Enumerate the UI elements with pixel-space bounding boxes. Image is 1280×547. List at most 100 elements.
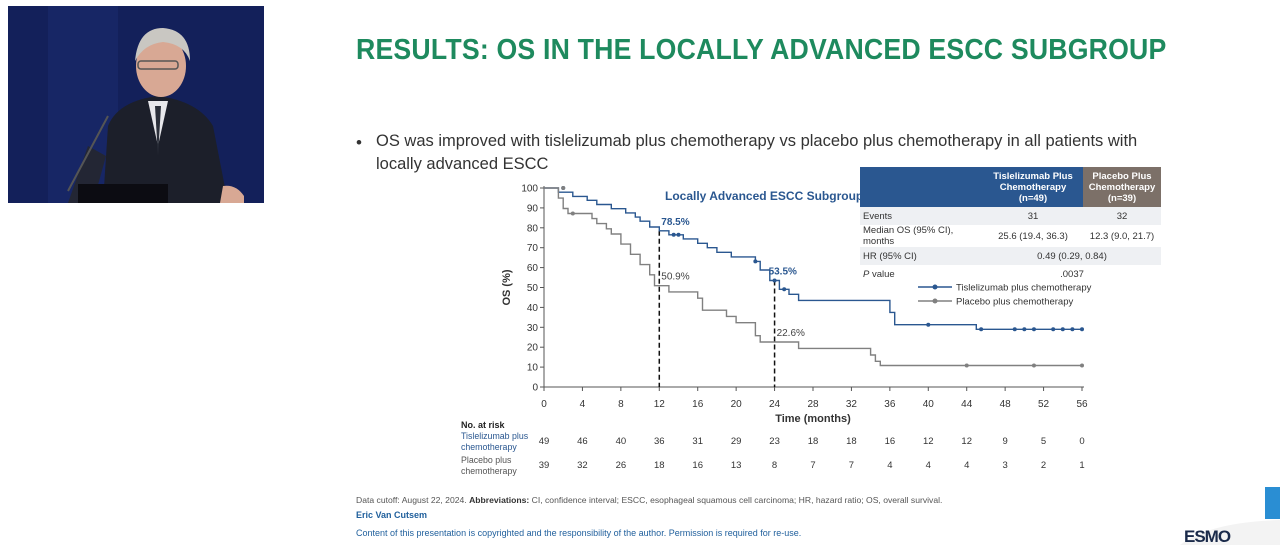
bullet-marker: • [356, 133, 362, 152]
x-tick-label: 44 [961, 399, 973, 410]
y-tick-label: 50 [527, 283, 539, 294]
x-tick-label: 4 [580, 399, 586, 410]
censor-mark [1012, 327, 1017, 332]
at-risk-count: 13 [731, 460, 742, 471]
at-risk-count: 18 [654, 460, 665, 471]
x-tick-label: 48 [1000, 399, 1012, 410]
speaker-video [8, 6, 264, 203]
header-line: (n=49) [1018, 192, 1048, 204]
x-tick-label: 56 [1076, 399, 1088, 410]
at-risk-count: 1 [1079, 460, 1084, 471]
at-risk-count: 16 [692, 460, 703, 471]
table-row: P value .0037 [860, 265, 1161, 283]
footnote: Data cutoff: August 22, 2024. Abbreviati… [356, 495, 942, 505]
x-tick-label: 36 [884, 399, 896, 410]
legend-label: Tislelizumab plus chemotherapy [956, 283, 1092, 294]
tislelizumab-curve [544, 187, 1082, 330]
slide-title: RESULTS: OS IN THE LOCALLY ADVANCED ESCC… [356, 34, 1167, 66]
censor-mark [1060, 327, 1065, 332]
copyright-notice: Content of this presentation is copyrigh… [356, 528, 802, 538]
censor-mark [753, 259, 758, 264]
table-header-row: Tislelizumab Plus Chemotherapy (n=49) Pl… [860, 167, 1161, 207]
censor-mark [772, 278, 777, 283]
censor-mark [926, 322, 931, 327]
censor-mark [1022, 327, 1027, 332]
at-risk-count: 5 [1041, 436, 1046, 447]
at-risk-row-label: Tislelizumab plus [461, 431, 529, 441]
landmark-label-placebo: 50.9% [661, 272, 689, 283]
bullet-text: OS was improved with tislelizumab plus c… [376, 132, 1138, 173]
corner-tab[interactable] [1265, 487, 1280, 519]
chart-title: Locally Advanced ESCC Subgroup [665, 189, 863, 203]
at-risk-count: 3 [1002, 460, 1007, 471]
cell-placebo: 32 [1083, 207, 1161, 225]
cell-tislelizumab: 31 [983, 207, 1083, 225]
censor-mark [1080, 363, 1084, 368]
header-line: (n=39) [1107, 192, 1137, 204]
x-tick-label: 16 [692, 399, 704, 410]
censor-mark [1080, 327, 1084, 332]
table-row: Events 31 32 [860, 207, 1161, 225]
author-name: Eric Van Cutsem [356, 510, 428, 520]
censor-mark [782, 287, 787, 292]
at-risk-count: 36 [654, 436, 665, 447]
table-row: Median OS (95% CI), months 25.6 (19.4, 3… [860, 225, 1161, 247]
table-header-tislelizumab: Tislelizumab Plus Chemotherapy (n=49) [983, 167, 1083, 207]
row-label: Median OS (95% CI), months [860, 225, 983, 247]
x-tick-label: 12 [654, 399, 666, 410]
y-tick-label: 90 [527, 203, 539, 214]
at-risk-count: 26 [616, 460, 627, 471]
at-risk-count: 9 [1002, 436, 1007, 447]
x-tick-label: 24 [769, 399, 781, 410]
table-header-empty [860, 167, 983, 207]
y-tick-label: 30 [527, 323, 539, 334]
y-tick-label: 70 [527, 243, 539, 254]
at-risk-count: 18 [808, 436, 819, 447]
header-line: Chemotherapy [1088, 181, 1156, 193]
y-tick-label: 80 [527, 223, 539, 234]
row-label: Events [860, 207, 983, 225]
legend-label: Placebo plus chemotherapy [956, 297, 1073, 308]
table-row: HR (95% CI) 0.49 (0.29, 0.84) [860, 247, 1161, 265]
censor-mark [676, 232, 681, 237]
at-risk-count: 4 [887, 460, 892, 471]
at-risk-count: 2 [1041, 460, 1046, 471]
p-italic: P [863, 268, 870, 280]
cutoff-text: Data cutoff: August 22, 2024. [356, 495, 467, 505]
x-axis-label: Time (months) [775, 413, 851, 425]
x-tick-label: 0 [541, 399, 547, 410]
header-line: Chemotherapy [999, 181, 1067, 193]
at-risk-count: 8 [772, 460, 777, 471]
at-risk-count: 29 [731, 436, 742, 447]
landmark-label-tislelizumab: 78.5% [661, 217, 689, 228]
at-risk-count: 31 [692, 436, 703, 447]
at-risk-count: 4 [964, 460, 969, 471]
x-tick-label: 20 [731, 399, 743, 410]
y-tick-label: 10 [527, 363, 539, 374]
at-risk-count: 12 [923, 436, 934, 447]
censor-mark [570, 211, 575, 216]
speaker-image [8, 6, 264, 203]
censor-mark [964, 363, 969, 368]
at-risk-count: 4 [926, 460, 931, 471]
at-risk-count: 49 [539, 436, 550, 447]
cell-placebo: 12.3 (9.0, 21.7) [1083, 225, 1161, 247]
y-tick-label: 0 [532, 383, 538, 394]
cell-tislelizumab: 25.6 (19.4, 36.3) [983, 225, 1083, 247]
y-tick-label: 20 [527, 343, 539, 354]
at-risk-count: 23 [769, 436, 780, 447]
header-line: Tislelizumab Plus [993, 170, 1073, 182]
row-label: P value [860, 265, 983, 283]
at-risk-count: 16 [885, 436, 896, 447]
at-risk-header: No. at risk [461, 420, 506, 430]
at-risk-count: 7 [810, 460, 815, 471]
legend-marker [932, 284, 938, 290]
censor-mark [1070, 327, 1075, 332]
at-risk-count: 12 [961, 436, 972, 447]
x-tick-label: 28 [807, 399, 819, 410]
cell-hr: 0.49 (0.29, 0.84) [983, 247, 1161, 265]
y-tick-label: 100 [521, 184, 538, 195]
logo-swoosh [1180, 520, 1280, 545]
at-risk-count: 32 [577, 460, 588, 471]
